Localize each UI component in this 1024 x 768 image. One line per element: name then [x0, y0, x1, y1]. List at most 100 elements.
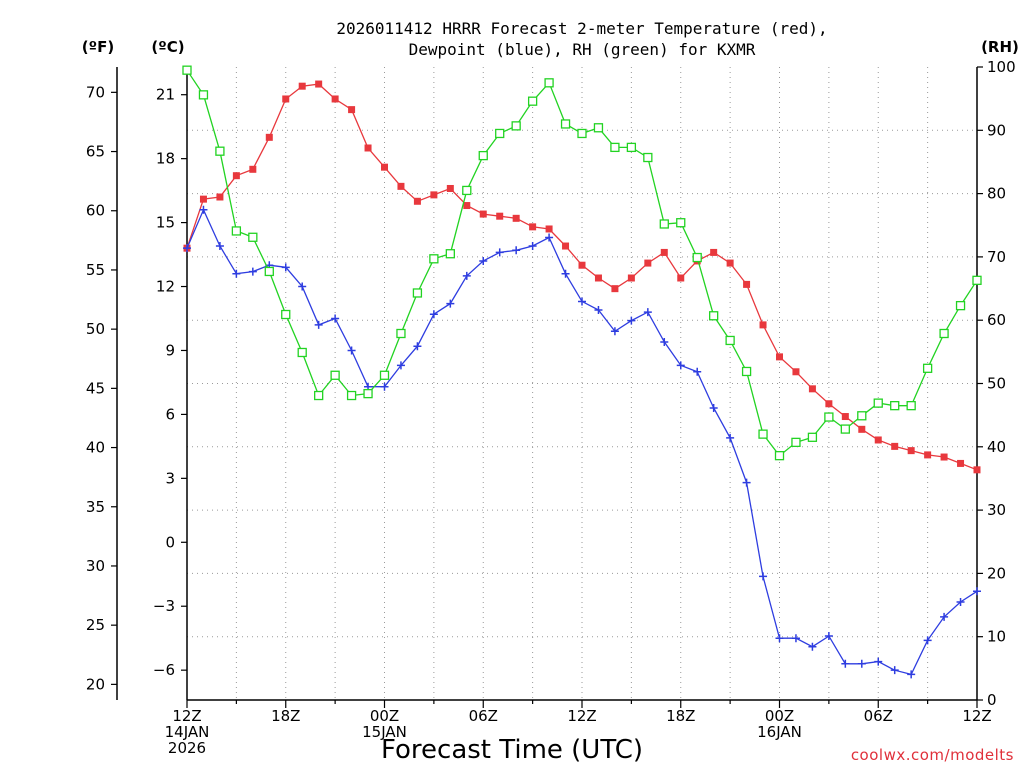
- rh-point: [906, 401, 916, 411]
- rh-tick-label: 20: [987, 564, 1006, 582]
- rh-point: [198, 90, 209, 100]
- dewpoint-point: [907, 670, 916, 679]
- fahrenheit-tick-label: 40: [86, 439, 105, 457]
- dewpoint-point: [495, 248, 504, 257]
- temperature-point: [199, 195, 207, 203]
- temperature-point: [381, 163, 388, 171]
- dewpoint-point: [709, 404, 718, 413]
- rh-point: [939, 328, 949, 339]
- dewpoint-point: [676, 361, 685, 370]
- dewpoint-point: [314, 320, 323, 329]
- rh-point: [890, 401, 900, 411]
- dewpoint-point: [594, 305, 603, 314]
- temperature-point: [841, 413, 849, 421]
- rh-point: [462, 185, 472, 196]
- rh-point: [248, 232, 258, 242]
- series-0: [183, 80, 981, 474]
- time-tick-label: 2026: [168, 739, 206, 757]
- dewpoint-point: [627, 316, 636, 325]
- temperature-point: [298, 82, 306, 90]
- temperature-point: [232, 172, 240, 180]
- dewpoint-point: [232, 269, 241, 278]
- temperature-point: [463, 202, 471, 210]
- temperature-point: [578, 261, 586, 269]
- dewpoint-point: [791, 634, 800, 643]
- tick-labels: 2025303540455055606570−6−303691215182101…: [86, 58, 1016, 757]
- celsius-tick-label: 9: [165, 341, 175, 359]
- rh-point: [725, 335, 735, 346]
- dewpoint-point: [199, 205, 208, 214]
- dewpoint-point: [479, 256, 488, 265]
- dewpoint-point: [874, 657, 883, 666]
- dewpoint-point: [380, 382, 389, 391]
- time-tick-label: 12Z: [172, 707, 201, 725]
- time-tick-label: 06Z: [864, 707, 893, 725]
- time-tick-label: 06Z: [469, 707, 498, 725]
- temperature-point: [512, 214, 520, 222]
- temperature-point: [331, 95, 339, 103]
- x-axis-label: Forecast Time (UTC): [381, 735, 643, 765]
- rh-point: [758, 429, 768, 439]
- rh-point: [955, 300, 966, 311]
- dewpoint-point: [396, 361, 405, 370]
- dewpoint-point: [742, 478, 751, 487]
- dewpoint-point: [215, 242, 224, 251]
- dewpoint-point: [940, 612, 949, 621]
- temperature-point: [891, 442, 899, 450]
- rh-point: [972, 275, 982, 285]
- dewpoint-point: [446, 299, 455, 308]
- time-tick-label: 12Z: [962, 707, 991, 725]
- dewpoint-point: [331, 314, 340, 323]
- series-1: [183, 205, 981, 679]
- time-tick-label: 18Z: [271, 707, 300, 725]
- dewpoint-point: [610, 327, 619, 336]
- rh-tick-label: 10: [987, 628, 1006, 646]
- temperature-point: [364, 144, 372, 152]
- time-tick-label: 00Z: [765, 707, 794, 725]
- fahrenheit-tick-label: 35: [86, 498, 105, 516]
- rh-point: [396, 328, 406, 339]
- temperature-point: [825, 400, 833, 408]
- rh-point: [231, 226, 242, 236]
- dewpoint-point: [545, 233, 554, 242]
- time-tick-label: 16JAN: [757, 723, 802, 741]
- celsius-tick-label: 12: [156, 278, 175, 296]
- rh-tick-label: 80: [987, 185, 1006, 203]
- dewpoint-point: [956, 597, 965, 606]
- rh-point: [412, 288, 423, 298]
- rh-point: [297, 347, 307, 358]
- temperature-point: [594, 274, 602, 282]
- temperature-point: [907, 447, 915, 455]
- rh-point: [873, 398, 883, 408]
- rh-point: [544, 78, 554, 88]
- rh-tick-label: 90: [987, 121, 1006, 139]
- data-series: [182, 65, 982, 679]
- celsius-tick-label: 3: [165, 469, 175, 487]
- dewpoint-point: [462, 271, 471, 280]
- time-tick-label: 15JAN: [362, 723, 407, 741]
- temperature-point: [627, 274, 635, 282]
- rh-tick-label: 30: [987, 501, 1006, 519]
- dewpoint-point: [281, 263, 290, 272]
- rh-point: [922, 363, 933, 373]
- dewpoint-point: [923, 636, 932, 645]
- dewpoint-point: [643, 308, 652, 317]
- fahrenheit-tick-label: 70: [86, 83, 105, 101]
- rh-point: [857, 411, 867, 421]
- time-tick-label: 18Z: [666, 707, 695, 725]
- rh-point: [593, 123, 604, 133]
- time-tick-label: 12Z: [567, 707, 596, 725]
- temperature-point: [660, 248, 668, 256]
- temperature-point: [644, 259, 652, 267]
- dewpoint-point: [298, 282, 307, 291]
- temperature-point: [496, 212, 504, 220]
- dewpoint-point: [578, 297, 586, 306]
- rh-point: [807, 432, 818, 442]
- temperature-point: [562, 242, 570, 250]
- fahrenheit-unit-label: (ºF): [82, 38, 114, 56]
- dewpoint-point: [347, 346, 356, 355]
- fahrenheit-tick-label: 20: [86, 675, 105, 693]
- rh-point: [610, 142, 620, 153]
- rh-point: [346, 390, 357, 401]
- celsius-tick-label: −6: [153, 661, 175, 679]
